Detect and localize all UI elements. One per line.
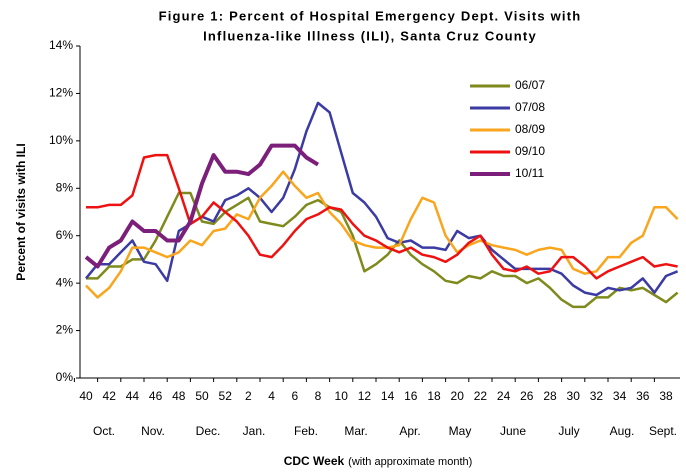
x-axis-label-main: CDC Week — [284, 454, 345, 468]
x-tick-label: 34 — [613, 389, 627, 403]
legend-label: 08/09 — [515, 122, 545, 136]
x-tick-label: 18 — [427, 389, 441, 403]
x-axis-label: CDC Week (with approximate month) — [284, 454, 473, 468]
month-label: Dec. — [196, 424, 221, 438]
month-label: Oct. — [93, 424, 115, 438]
month-label: Aug. — [610, 424, 635, 438]
legend-label: 07/08 — [515, 100, 545, 114]
series-line — [86, 153, 678, 280]
x-tick-label: 14 — [381, 389, 395, 403]
month-label: Sept. — [649, 424, 677, 438]
month-label: Feb. — [294, 424, 318, 438]
x-tick-label: 52 — [219, 389, 233, 403]
legend-label: 09/10 — [515, 144, 545, 158]
y-tick-label: 14% — [49, 38, 73, 52]
month-label: June — [500, 424, 526, 438]
month-label: Apr. — [399, 424, 420, 438]
legend-label: 10/11 — [515, 166, 544, 180]
x-tick-label: 32 — [590, 389, 604, 403]
y-axis-label: Percent of visits with ILI — [14, 143, 28, 280]
x-tick-label: 42 — [103, 389, 117, 403]
legend-label: 06/07 — [515, 78, 545, 92]
x-tick-label: 26 — [520, 389, 534, 403]
x-tick-label: 10 — [335, 389, 349, 403]
x-tick-label: 22 — [474, 389, 488, 403]
x-tick-label: 2 — [245, 389, 252, 403]
x-tick-label: 6 — [291, 389, 298, 403]
x-tick-label: 4 — [268, 389, 275, 403]
x-tick-label: 36 — [636, 389, 650, 403]
x-tick-label: 8 — [315, 389, 322, 403]
x-tick-label: 24 — [497, 389, 511, 403]
y-tick-label: 6% — [56, 228, 74, 242]
month-label: Jan. — [243, 424, 266, 438]
month-label: Mar. — [344, 424, 367, 438]
month-label: July — [558, 424, 579, 438]
y-tick-label: 0% — [56, 370, 74, 384]
month-label: Nov. — [141, 424, 165, 438]
y-tick-label: 2% — [56, 323, 74, 337]
y-tick-label: 10% — [49, 133, 73, 147]
y-tick-label: 12% — [49, 86, 73, 100]
x-tick-label: 38 — [659, 389, 673, 403]
x-tick-label: 50 — [195, 389, 209, 403]
series-line — [86, 191, 679, 309]
chart-title: Figure 1: Percent of Hospital Emergency … — [159, 8, 582, 23]
x-tick-label: 40 — [79, 389, 93, 403]
x-tick-label: 12 — [358, 389, 372, 403]
x-tick-label: 48 — [172, 389, 186, 403]
x-tick-label: 30 — [567, 389, 581, 403]
y-tick-label: 4% — [56, 275, 74, 289]
series-line — [84, 143, 320, 269]
y-tick-label: 8% — [56, 180, 74, 194]
x-tick-label: 28 — [543, 389, 557, 403]
chart-title: Influenza-like Illness (ILI), Santa Cruz… — [203, 28, 537, 43]
x-tick-label: 20 — [451, 389, 465, 403]
month-label: May — [449, 424, 472, 438]
x-tick-label: 16 — [404, 389, 418, 403]
x-axis-label-note: (with approximate month) — [348, 456, 472, 468]
x-tick-label: 46 — [149, 389, 163, 403]
series-line — [85, 170, 679, 299]
x-tick-label: 44 — [126, 389, 140, 403]
